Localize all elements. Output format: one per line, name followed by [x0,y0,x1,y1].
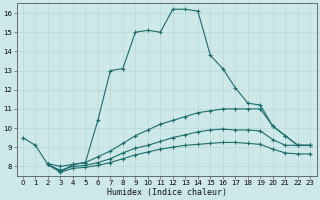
X-axis label: Humidex (Indice chaleur): Humidex (Indice chaleur) [107,188,227,197]
